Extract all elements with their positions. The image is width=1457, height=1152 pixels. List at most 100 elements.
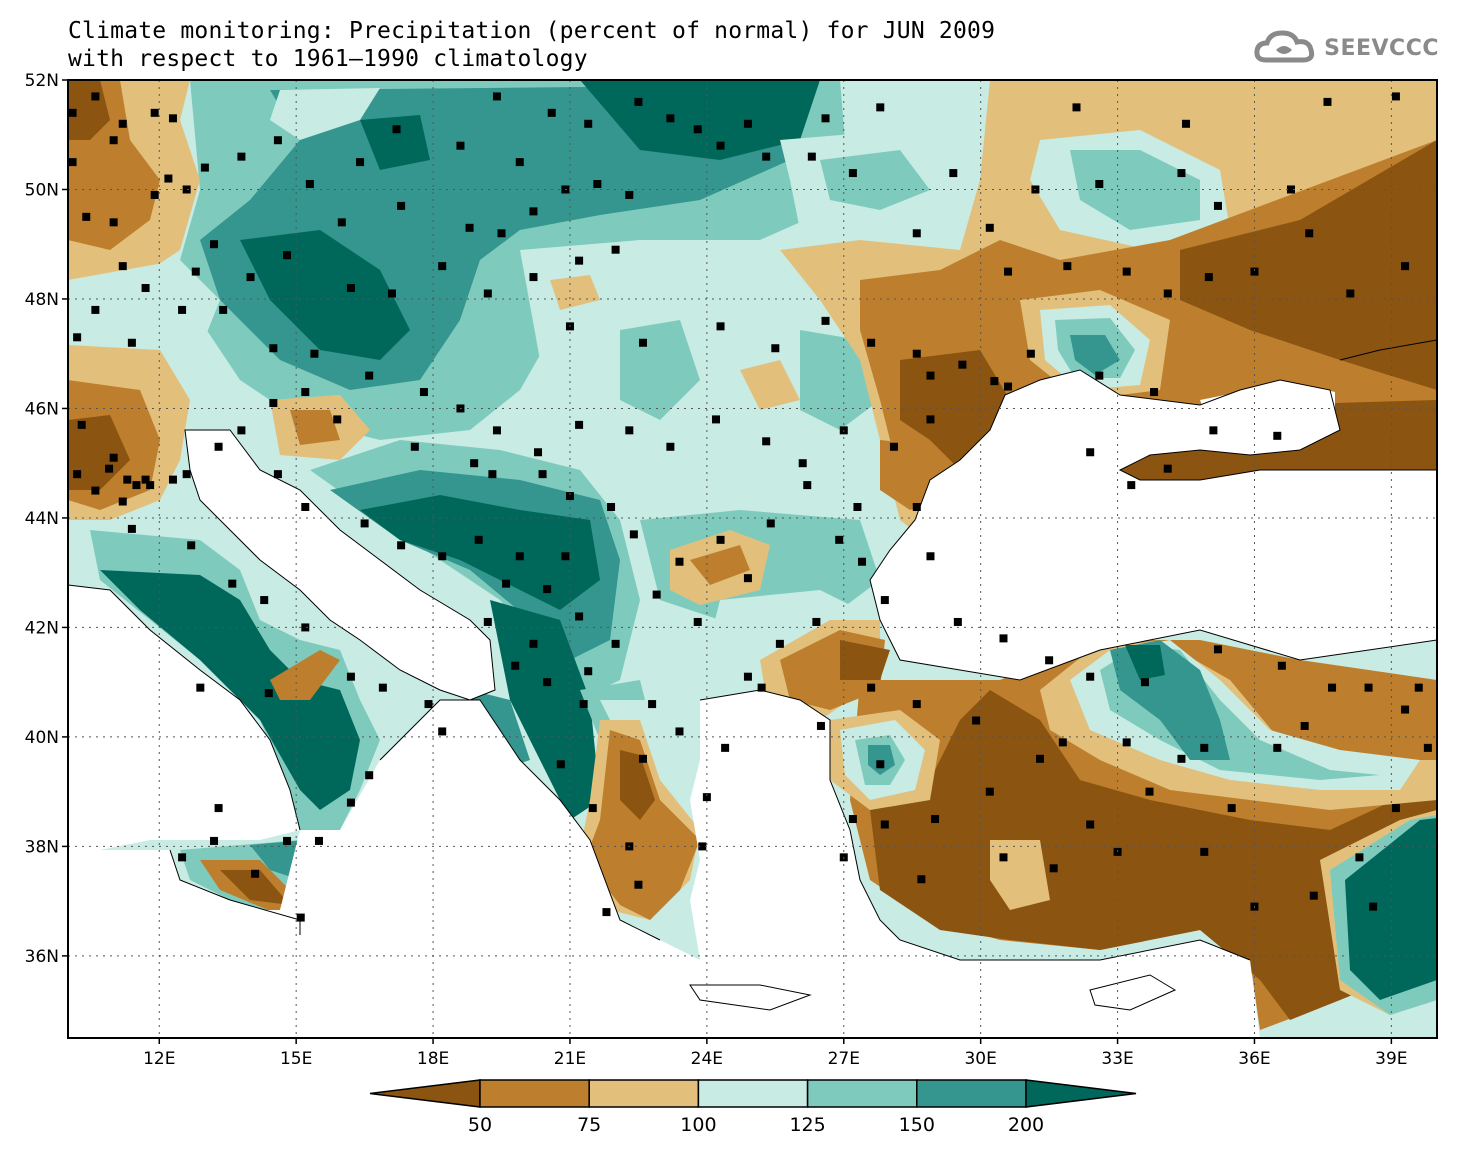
lon-tick-label: 36E <box>1238 1049 1270 1069</box>
station-marker <box>972 716 981 725</box>
station-marker <box>634 97 643 106</box>
station-marker <box>798 459 807 468</box>
station-marker <box>1200 847 1209 856</box>
station-marker <box>346 672 355 681</box>
station-marker <box>296 913 305 922</box>
station-marker <box>999 634 1008 643</box>
station-marker <box>109 218 118 227</box>
station-marker <box>310 349 319 358</box>
station-marker <box>1004 382 1013 391</box>
station-marker <box>438 552 447 561</box>
station-marker <box>219 305 228 314</box>
station-marker <box>529 273 538 282</box>
station-marker <box>999 853 1008 862</box>
station-marker <box>1086 820 1095 829</box>
station-marker <box>1323 97 1332 106</box>
station-marker <box>387 289 396 298</box>
sicily-gap <box>68 850 300 960</box>
station-marker <box>880 820 889 829</box>
station-marker <box>283 836 292 845</box>
station-marker <box>1086 672 1095 681</box>
station-marker <box>337 218 346 227</box>
station-marker <box>602 908 611 917</box>
precip-zone <box>870 690 1437 1020</box>
station-marker <box>68 158 77 167</box>
station-marker <box>926 415 935 424</box>
precip-zone <box>1125 645 1165 680</box>
station-marker <box>483 617 492 626</box>
station-marker <box>178 853 187 862</box>
station-marker <box>82 212 91 221</box>
station-marker <box>579 700 588 709</box>
station-marker <box>251 869 260 878</box>
station-marker <box>150 108 159 117</box>
station-marker <box>1273 431 1282 440</box>
station-marker <box>200 163 209 172</box>
ionian-sea <box>68 700 700 1038</box>
lat-tick-label: 44N <box>25 509 59 529</box>
station-marker <box>392 125 401 134</box>
map-title-line1: Climate monitoring: Precipitation (perce… <box>68 18 996 44</box>
station-marker <box>474 535 483 544</box>
station-marker <box>1045 656 1054 665</box>
station-marker <box>141 475 150 484</box>
station-marker <box>912 229 921 238</box>
station-marker <box>985 787 994 796</box>
station-marker <box>711 415 720 424</box>
station-marker <box>515 158 524 167</box>
station-marker <box>803 481 812 490</box>
station-marker <box>835 535 844 544</box>
station-marker <box>1213 201 1222 210</box>
station-marker <box>178 305 187 314</box>
lon-tick-label: 21E <box>554 1049 586 1069</box>
station-marker <box>949 169 958 178</box>
station-marker <box>1035 754 1044 763</box>
station-marker <box>917 875 926 884</box>
station-marker <box>237 426 246 435</box>
station-marker <box>1122 267 1131 276</box>
legend-swatch <box>806 1079 918 1108</box>
station-marker <box>858 557 867 566</box>
station-marker <box>716 535 725 544</box>
station-marker <box>625 426 634 435</box>
station-marker <box>424 700 433 709</box>
legend-label: 75 <box>577 1114 601 1136</box>
station-marker <box>867 683 876 692</box>
station-marker <box>470 459 479 468</box>
station-marker <box>511 661 520 670</box>
station-marker <box>821 114 830 123</box>
legend-swatch <box>588 1079 700 1108</box>
station-marker <box>182 470 191 479</box>
precip-zone <box>68 80 110 140</box>
precip-zone <box>290 410 340 445</box>
station-marker <box>1209 426 1218 435</box>
legend-swatch-above-200 <box>1025 1079 1137 1108</box>
station-marker <box>91 92 100 101</box>
lat-tick-label: 50N <box>25 180 59 200</box>
precip-zone <box>585 730 700 920</box>
station-marker <box>543 585 552 594</box>
station-marker <box>378 683 387 692</box>
station-marker <box>269 398 278 407</box>
lon-tick-label: 12E <box>143 1049 175 1069</box>
station-marker <box>346 284 355 293</box>
station-marker <box>771 344 780 353</box>
station-marker <box>365 771 374 780</box>
station-marker <box>666 114 675 123</box>
legend-label: 100 <box>680 1114 716 1136</box>
seevccc-logo: SEEVCCC <box>1254 28 1439 68</box>
station-marker <box>273 470 282 479</box>
station-marker <box>1227 804 1236 813</box>
coastlines <box>68 339 1437 1011</box>
station-marker <box>237 152 246 161</box>
precip-zone <box>68 415 130 490</box>
precip-zone <box>820 150 930 210</box>
legend-label: 150 <box>899 1114 935 1136</box>
station-marker <box>675 557 684 566</box>
lat-lon-grid <box>68 80 1437 1038</box>
station-marker <box>543 678 552 687</box>
legend-swatch-below-50 <box>369 1079 481 1108</box>
station-marker <box>743 672 752 681</box>
lat-tick-label: 48N <box>25 290 59 310</box>
station-marker <box>187 541 196 550</box>
